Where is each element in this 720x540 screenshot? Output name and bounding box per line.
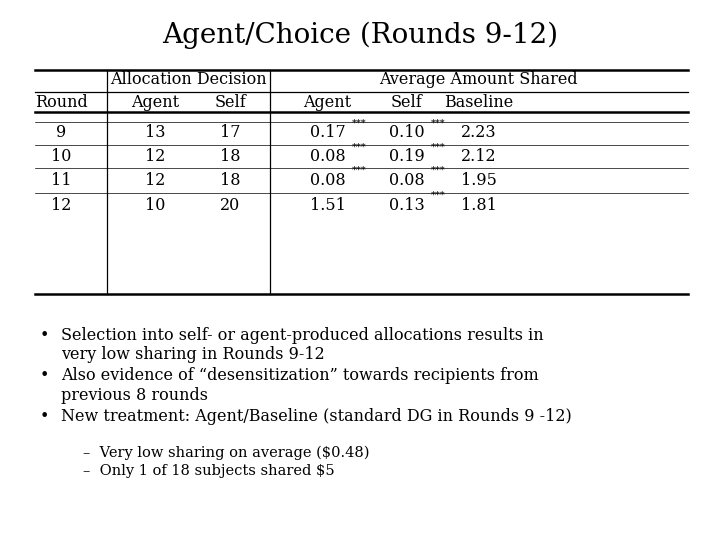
Text: 18: 18: [220, 172, 240, 189]
Text: Self: Self: [391, 93, 423, 111]
Text: 0.08: 0.08: [310, 148, 346, 165]
Text: 0.17: 0.17: [310, 124, 346, 141]
Text: 0.19: 0.19: [389, 148, 425, 165]
Text: Allocation Decision: Allocation Decision: [110, 71, 266, 89]
Text: ***: ***: [431, 119, 445, 127]
Text: 0.08: 0.08: [310, 172, 346, 189]
Text: 1.81: 1.81: [461, 197, 497, 214]
Text: 13: 13: [145, 124, 165, 141]
Text: New treatment: Agent/Baseline (standard DG in Rounds 9 -12): New treatment: Agent/Baseline (standard …: [61, 408, 572, 424]
Text: 12: 12: [145, 148, 165, 165]
Text: 9: 9: [56, 124, 66, 141]
Text: 18: 18: [220, 148, 240, 165]
Text: 17: 17: [220, 124, 240, 141]
Text: Self: Self: [215, 93, 246, 111]
Text: Agent/Choice (Rounds 9-12): Agent/Choice (Rounds 9-12): [162, 22, 558, 49]
Text: Agent: Agent: [304, 93, 351, 111]
Text: Also evidence of “desensitization” towards recipients from
previous 8 rounds: Also evidence of “desensitization” towar…: [61, 367, 539, 404]
Text: 0.08: 0.08: [389, 172, 425, 189]
Text: ***: ***: [431, 166, 445, 175]
Text: ***: ***: [351, 119, 366, 127]
Text: 0.13: 0.13: [389, 197, 425, 214]
Text: 12: 12: [145, 172, 165, 189]
Text: ***: ***: [431, 143, 445, 151]
Text: Average Amount Shared: Average Amount Shared: [379, 71, 578, 89]
Text: 20: 20: [220, 197, 240, 214]
Text: •: •: [40, 408, 49, 424]
Text: –  Very low sharing on average ($0.48): – Very low sharing on average ($0.48): [83, 446, 369, 460]
Text: 2.23: 2.23: [461, 124, 497, 141]
Text: 1.51: 1.51: [310, 197, 346, 214]
Text: Baseline: Baseline: [444, 93, 513, 111]
Text: 10: 10: [145, 197, 165, 214]
Text: 12: 12: [51, 197, 71, 214]
Text: 10: 10: [51, 148, 71, 165]
Text: ***: ***: [431, 191, 445, 200]
Text: Round: Round: [35, 93, 88, 111]
Text: 11: 11: [51, 172, 71, 189]
Text: •: •: [40, 367, 49, 384]
Text: •: •: [40, 327, 49, 343]
Text: ***: ***: [351, 143, 366, 151]
Text: ***: ***: [351, 166, 366, 175]
Text: Agent: Agent: [131, 93, 179, 111]
Text: 1.95: 1.95: [461, 172, 497, 189]
Text: –  Only 1 of 18 subjects shared $5: – Only 1 of 18 subjects shared $5: [83, 464, 334, 478]
Text: 2.12: 2.12: [461, 148, 497, 165]
Text: Selection into self- or agent-produced allocations results in
very low sharing i: Selection into self- or agent-produced a…: [61, 327, 544, 363]
Text: 0.10: 0.10: [389, 124, 425, 141]
